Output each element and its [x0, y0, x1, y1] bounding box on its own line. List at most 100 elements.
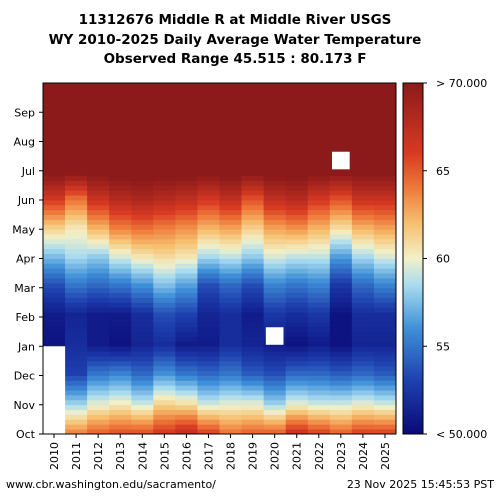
heat-cell-2021-Dec — [285, 360, 309, 367]
heat-cell-2015-Oct — [153, 429, 176, 435]
heat-cell-2016-Dec — [175, 360, 198, 367]
heat-cell-2017-Apr — [197, 239, 220, 245]
heat-cell-2010-May — [43, 224, 66, 230]
heat-cell-2022-Feb — [307, 307, 331, 313]
generated-timestamp: 23 Nov 2025 15:45:53 PST — [346, 478, 494, 491]
heat-cell-2017-Aug — [197, 126, 220, 133]
heat-cell-2013-Jul — [109, 156, 132, 162]
heat-cell-2021-Jan — [285, 326, 309, 333]
heat-cell-2017-Apr — [197, 229, 220, 235]
heat-cell-2018-Jun — [219, 190, 242, 196]
heat-cell-2024-Apr — [351, 239, 375, 245]
heat-cell-2019-Aug — [241, 126, 265, 133]
heat-cell-2018-Jan — [219, 331, 242, 337]
heat-cell-2014-Jun — [131, 180, 154, 186]
heat-cell-2014-Sep — [131, 102, 154, 108]
heat-cell-2021-Jul — [285, 146, 309, 152]
heat-cell-2025-Jul — [373, 161, 397, 167]
heat-cell-2020-Nov — [263, 390, 287, 396]
heat-cell-2019-Sep — [241, 87, 265, 94]
heat-cell-2015-Oct — [153, 424, 176, 430]
heat-cell-2019-Nov — [241, 380, 265, 386]
heat-cell-2011-Apr — [65, 229, 88, 235]
heat-cell-2025-Feb — [373, 287, 397, 294]
heat-cell-2021-Jun — [285, 195, 309, 201]
heat-cell-2017-Jun — [197, 190, 220, 196]
heat-cell-2025-Aug — [373, 136, 397, 142]
heat-cell-2012-Jul — [87, 156, 110, 162]
heat-cell-2019-Oct — [241, 419, 265, 425]
heat-cell-2018-Dec — [219, 365, 242, 372]
heat-cell-2021-Feb — [285, 312, 309, 318]
heat-cell-2011-Jan — [65, 321, 88, 328]
heat-cell-2020-Jul — [263, 146, 287, 152]
heat-cell-2016-Dec — [175, 351, 198, 357]
heat-cell-2010-Feb — [43, 287, 66, 294]
heat-cell-2025-Jun — [373, 170, 397, 177]
heat-cell-2012-Feb — [87, 292, 110, 298]
heat-cell-2024-May — [351, 219, 375, 225]
heat-cell-2010-Sep — [43, 87, 66, 94]
heat-cell-2014-Jul — [131, 141, 154, 147]
heat-cell-2023-Sep — [329, 92, 353, 99]
heat-cell-2021-Jul — [285, 151, 309, 157]
heat-cell-2022-Jun — [307, 175, 331, 181]
heat-cell-2016-Jan — [175, 317, 198, 323]
heat-cell-2013-Nov — [109, 385, 132, 391]
heat-cell-2012-Jun — [87, 195, 110, 201]
heat-cell-2013-Jan — [109, 341, 132, 347]
heat-cell-2015-May — [153, 200, 176, 206]
heat-cell-2015-Sep — [153, 87, 176, 94]
heat-cell-2019-Nov — [241, 385, 265, 391]
heat-cell-2023-Apr — [329, 243, 353, 250]
heat-cell-2024-Oct — [351, 429, 375, 435]
colorbar — [402, 82, 424, 435]
heat-cell-2017-Feb — [197, 312, 220, 318]
heat-cell-2017-Jul — [197, 151, 220, 157]
heat-cell-2019-Jan — [241, 341, 265, 347]
heat-cell-2025-Sep — [373, 97, 397, 103]
x-tick-label-2022: 2022 — [313, 442, 326, 470]
heat-cell-2020-Jul — [263, 151, 287, 157]
heat-cell-2011-Jul — [65, 151, 88, 157]
heat-cell-2017-Aug — [197, 112, 220, 118]
heat-cell-2017-Dec — [197, 356, 220, 362]
heat-cell-2023-May — [329, 214, 353, 220]
heat-cell-2021-Sep — [285, 102, 309, 108]
heat-cell-2017-Aug — [197, 131, 220, 138]
heat-cell-2014-Jun — [131, 195, 154, 201]
heat-cell-2025-Jul — [373, 165, 397, 172]
heat-cell-2019-Jun — [241, 185, 265, 191]
heat-cell-2022-Jun — [307, 185, 331, 191]
heat-cell-2012-Jul — [87, 146, 110, 152]
heat-cell-2020-Aug — [263, 117, 287, 123]
heat-cell-2016-Mar — [175, 278, 198, 284]
heat-cell-2023-May — [329, 224, 353, 230]
heat-cell-2016-Feb — [175, 312, 198, 318]
heat-cell-2025-Apr — [373, 248, 397, 255]
heat-cell-2019-Apr — [241, 243, 265, 250]
heat-cell-2020-Dec — [263, 356, 287, 362]
heat-cell-2022-Oct — [307, 404, 331, 411]
heat-cell-2022-Nov — [307, 395, 331, 401]
heat-cell-2024-Jun — [351, 170, 375, 177]
source-url-link[interactable]: www.cbr.washington.edu/sacramento/ — [6, 478, 216, 491]
heat-cell-2019-Oct — [241, 414, 265, 420]
heat-cell-2013-Aug — [109, 136, 132, 142]
heat-cell-2025-Dec — [373, 370, 397, 376]
heat-cell-2025-Nov — [373, 385, 397, 391]
heat-cell-2014-Apr — [131, 253, 154, 259]
heat-cell-2023-Apr — [329, 239, 353, 245]
heat-cell-2017-Dec — [197, 370, 220, 376]
heat-cell-2015-Dec — [153, 351, 176, 357]
heat-cell-2017-May — [197, 204, 220, 211]
heat-cell-2017-May — [197, 214, 220, 220]
heat-cell-2016-Sep — [175, 83, 198, 89]
heat-cell-2017-Jun — [197, 185, 220, 191]
heat-cell-2018-Dec — [219, 370, 242, 376]
heat-cell-2017-Apr — [197, 234, 220, 240]
title-line-2: WY 2010-2025 Daily Average Water Tempera… — [49, 32, 422, 48]
title-line-1: 11312676 Middle R at Middle River USGS — [79, 12, 392, 28]
heat-cell-2017-Mar — [197, 268, 220, 274]
heat-cell-2011-Mar — [65, 258, 88, 264]
